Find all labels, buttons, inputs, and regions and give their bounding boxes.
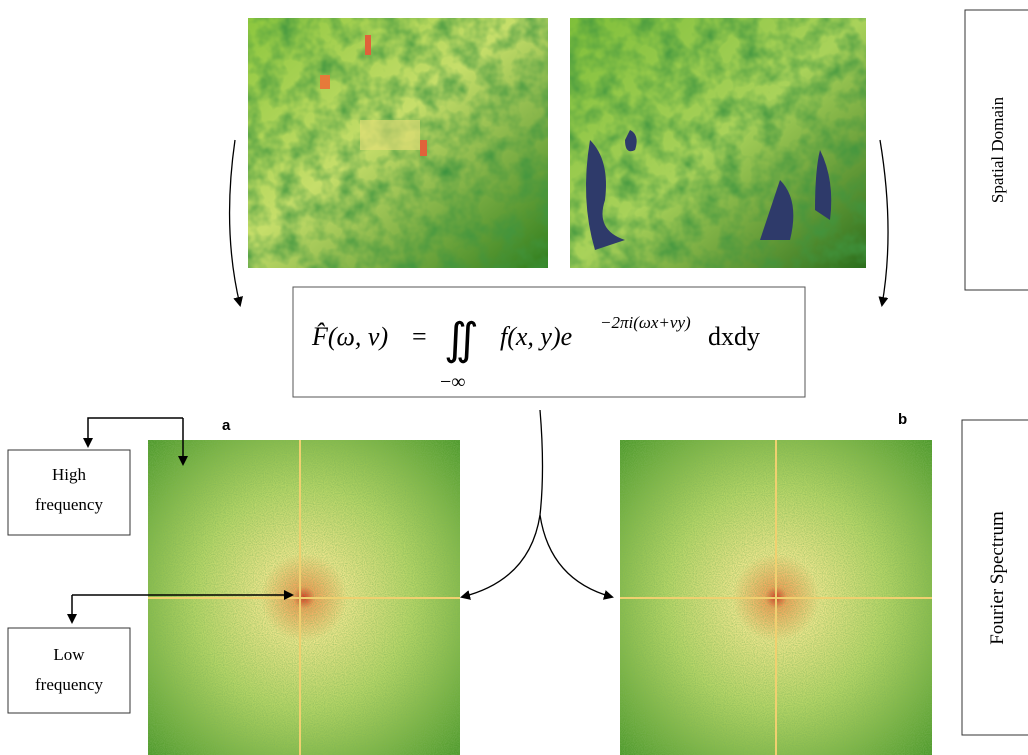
callout-text: Low [53, 645, 85, 664]
panel-label: a [222, 417, 231, 434]
fourier-spectrum-label: Fourier Spectrum [987, 511, 1008, 645]
panel-label: b [898, 411, 907, 428]
diagram: Spatial Domain Fourier Spectrum F̂(ω, v)… [0, 0, 1028, 755]
callout-text: frequency [35, 675, 103, 694]
arrow [540, 515, 612, 597]
callout-text: frequency [35, 495, 103, 514]
spatial-image-a [248, 18, 548, 268]
formula-integral: ∬ [444, 315, 479, 364]
arrow [230, 140, 240, 305]
formula-tail: dxdy [708, 322, 760, 351]
callout-text: High [52, 465, 87, 484]
formula-body: f(x, y)e [500, 322, 572, 351]
arrow [880, 140, 888, 305]
callout-box [8, 450, 130, 535]
formula-exponent: −2πi(ωx+vy) [600, 313, 691, 332]
callout-box [8, 628, 130, 713]
formula-lhs: F̂(ω, v) [311, 322, 388, 351]
spatial-image-b [570, 18, 866, 268]
spatial-domain-label: Spatial Domain [988, 96, 1007, 203]
formula-lower-limit: −∞ [440, 371, 466, 393]
formula-equals: = [412, 322, 427, 351]
arrow [462, 410, 543, 597]
spectrum-b [620, 440, 932, 755]
spectrum-a [148, 440, 460, 755]
